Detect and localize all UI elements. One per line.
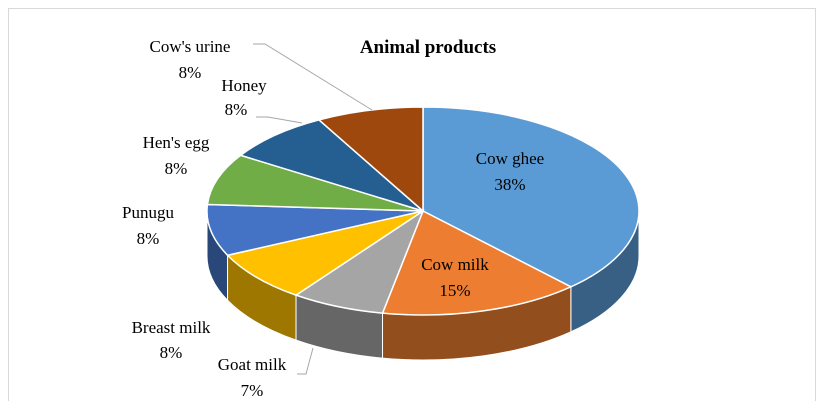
- slice-label-name: Goat milk: [218, 355, 287, 374]
- slice-label-value: 7%: [241, 381, 264, 400]
- leader-goat-milk: [297, 347, 314, 375]
- chart-title: Animal products: [360, 37, 496, 58]
- slice-label-name: Punugu: [122, 203, 174, 222]
- slice-label-name: Cow's urine: [150, 37, 231, 56]
- slice-label-value: 38%: [494, 175, 525, 194]
- slice-label-name: Hen's egg: [143, 133, 210, 152]
- slice-label-cows-urine: Cow's urine 8%: [150, 37, 231, 82]
- pie-slice-cow-s-urine: [317, 106, 424, 213]
- slice-label-name: Honey: [221, 76, 267, 95]
- leader-cows-urine: [253, 43, 373, 111]
- slice-label-value: 8%: [160, 343, 183, 362]
- pie-slices: [206, 106, 640, 316]
- slice-label-value: 8%: [179, 63, 202, 82]
- pie-slice-punugu: [206, 203, 424, 257]
- leader-honey: [256, 116, 303, 124]
- pie-slice-cow-ghee: [422, 106, 640, 288]
- slice-label-honey: Honey 8%: [221, 76, 267, 119]
- slice-label-value: 8%: [137, 229, 160, 248]
- slice-label-name: Cow ghee: [476, 149, 544, 168]
- slice-label-goat-milk: Goat milk 7%: [218, 355, 287, 400]
- slice-label-cow-ghee: Cow ghee 38%: [476, 149, 544, 194]
- pie-slice-cow-milk: [381, 209, 573, 316]
- pie-slice-hen-s-egg: [206, 154, 424, 212]
- leader-lines: [253, 43, 373, 375]
- slice-label-cow-milk: Cow milk 15%: [421, 255, 489, 300]
- slice-label-name: Cow milk: [421, 255, 489, 274]
- pie-slice-honey: [239, 119, 424, 212]
- slice-label-value: 15%: [439, 281, 470, 300]
- slice-label-hens-egg: Hen's egg 8%: [143, 133, 210, 178]
- slice-label-breast-milk: Breast milk 8%: [132, 318, 211, 362]
- pie-slice-breast-milk: [226, 210, 424, 296]
- slice-label-punugu: Punugu 8%: [122, 203, 174, 248]
- slice-label-name: Breast milk: [132, 318, 211, 337]
- slice-label-value: 8%: [165, 159, 188, 178]
- slice-label-value: 8%: [225, 100, 248, 119]
